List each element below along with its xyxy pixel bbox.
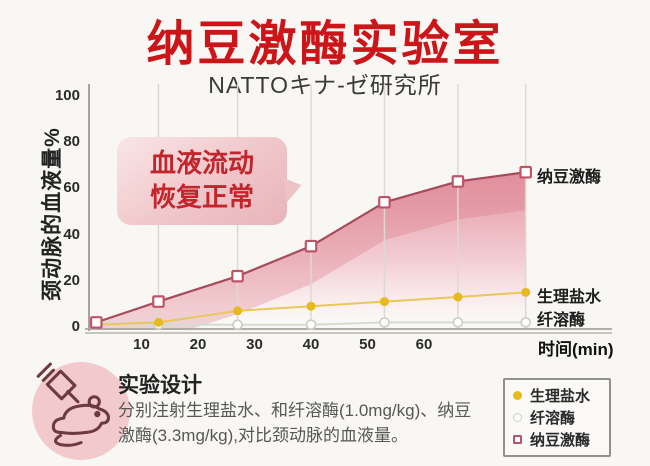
x-axis-title: 时间(min) (538, 340, 614, 359)
page-title: 纳豆激酶实验室 (146, 18, 504, 71)
open-square-marker-icon (513, 435, 522, 444)
experiment-line-2: 激酶(3.3mg/kg),对比颈动脉的血液量。 (118, 426, 408, 445)
syringe-mouse-icon (32, 362, 130, 460)
y-tick-label: 60 (63, 179, 80, 197)
open-circle-marker-icon (513, 413, 522, 422)
y-tick-label: 100 (54, 87, 80, 104)
annotation-bubble: 血液流动 恢复正常 (117, 137, 304, 225)
filled-circle-marker-icon (513, 391, 522, 400)
y-tick-label: 20 (63, 271, 80, 289)
legend-label: 纤溶酶 (530, 410, 576, 427)
page-subtitle: NATTOキナ-ゼ研究所 (208, 72, 442, 98)
series-end-label-natto: 纳豆激酶 (537, 169, 602, 186)
y-tick-label: 0 (71, 318, 80, 335)
x-tick-label: 40 (302, 336, 320, 353)
x-tick-label: 30 (246, 336, 263, 353)
legend-item-natto: 纳豆激酶 (513, 430, 601, 449)
x-tick-label: 10 (133, 336, 150, 353)
legend-label: 纳豆激酶 (530, 432, 591, 449)
x-tick-label: 50 (359, 336, 376, 353)
y-tick-label: 40 (63, 225, 80, 243)
legend-label: 生理盐水 (530, 388, 591, 405)
series-end-label-plasmin: 纤溶酶 (537, 312, 586, 329)
experiment-description: 分别注射生理盐水、和纤溶酶(1.0mg/kg)、纳豆 激酶(3.3mg/kg),… (118, 398, 498, 448)
legend-item-saline: 生理盐水 (513, 386, 601, 405)
legend-item-plasmin: 纤溶酶 (513, 408, 601, 427)
bubble-tail-icon (283, 176, 304, 203)
chart-legend: 生理盐水 纤溶酶 纳豆激酶 (503, 378, 611, 457)
x-tick-label: 20 (189, 336, 207, 353)
experiment-line-1: 分别注射生理盐水、和纤溶酶(1.0mg/kg)、纳豆 (118, 401, 472, 420)
x-tick-label: 60 (415, 336, 433, 353)
series-end-label-saline: 生理盐水 (537, 289, 602, 306)
experiment-heading: 实验设计 (118, 374, 202, 397)
annotation-line-1: 血液流动 (149, 148, 254, 179)
annotation-line-2: 恢复正常 (149, 182, 254, 212)
y-tick-label: 80 (63, 133, 80, 151)
